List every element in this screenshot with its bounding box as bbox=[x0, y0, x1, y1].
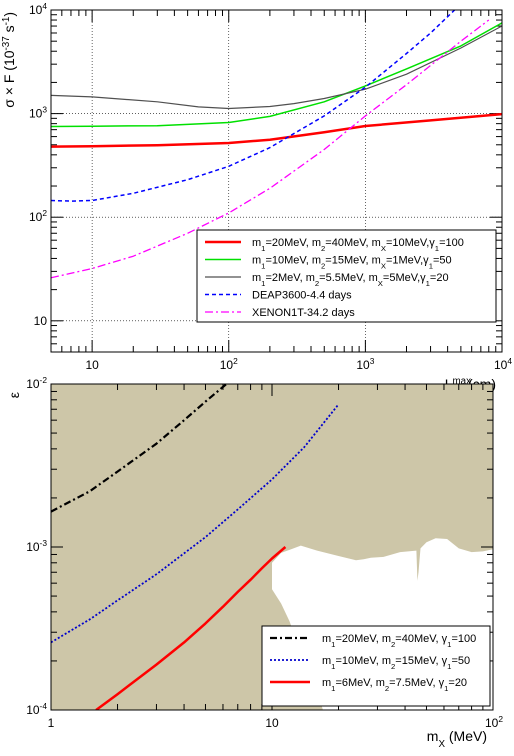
legend-label: m1=20MeV, m2=40MeV, γ1=100 bbox=[322, 633, 476, 649]
y-tick-label: 103 bbox=[29, 105, 47, 121]
y-tick-label: 10-2 bbox=[26, 375, 47, 391]
top-panel: 1010210310410102103104Lmaxlab (cm)σ × F … bbox=[1, 1, 513, 398]
series-line bbox=[51, 25, 502, 110]
x-tick-label: 104 bbox=[494, 356, 512, 372]
x-tick-label: 103 bbox=[356, 356, 374, 372]
y-tick-label: 104 bbox=[29, 1, 47, 17]
plot-frame bbox=[50, 9, 503, 353]
x-tick-label: 10 bbox=[85, 358, 99, 372]
x-axis-label: mX (MeV) bbox=[427, 728, 487, 750]
series-line bbox=[95, 546, 287, 710]
plot-frame bbox=[50, 383, 494, 711]
y-axis-label: ε bbox=[6, 392, 22, 398]
legend-label: m1=2MeV, m2=5.5MeV, mX=5MeV,γ1=20 bbox=[252, 272, 449, 288]
legend-label: XENON1T-34.2 days bbox=[252, 307, 355, 319]
legend: m1=20MeV, m2=40MeV, mX=10MeV,γ1=100 m1=10… bbox=[196, 229, 497, 323]
series-line bbox=[51, 10, 456, 202]
y-tick-label: 102 bbox=[29, 208, 47, 224]
x-tick-label: 102 bbox=[485, 714, 503, 730]
x-tick-label: 10 bbox=[265, 716, 279, 730]
bottom-panel: 1 10 102 10-4 10-3 10-2 mX (MeV) ε m1=20MeV, m2=… bbox=[6, 375, 503, 750]
legend: m1=20MeV, m2=40MeV, γ1=100 m1=10MeV, m2=1… bbox=[261, 625, 491, 707]
x-tick-label: 1 bbox=[48, 716, 55, 730]
x-tick-label: 102 bbox=[220, 356, 238, 372]
y-tick-label: 10-4 bbox=[26, 701, 47, 717]
series-line bbox=[51, 384, 229, 513]
y-axis-label: σ × F (10-37 s-1) bbox=[1, 12, 18, 108]
legend-label: DEAP3600-4.4 days bbox=[252, 290, 352, 302]
legend-label: m1=10MeV, m2=15MeV, γ1=50 bbox=[322, 655, 470, 671]
legend-box bbox=[196, 229, 497, 323]
y-tick-label: 10 bbox=[34, 314, 48, 328]
series-line bbox=[51, 403, 340, 644]
series-line bbox=[51, 22, 502, 128]
legend-label: m1=6MeV, m2=7.5MeV, γ1=20 bbox=[322, 677, 467, 693]
y-tick-label: 10-3 bbox=[26, 538, 47, 554]
series-line bbox=[51, 19, 490, 279]
legend-label: m1=10MeV, m2=15MeV, mX=1MeV,γ1=50 bbox=[252, 255, 452, 271]
series-line bbox=[51, 112, 502, 148]
legend-box bbox=[261, 625, 491, 707]
legend-label: m1=20MeV, m2=40MeV, mX=10MeV,γ1=100 bbox=[252, 237, 464, 253]
